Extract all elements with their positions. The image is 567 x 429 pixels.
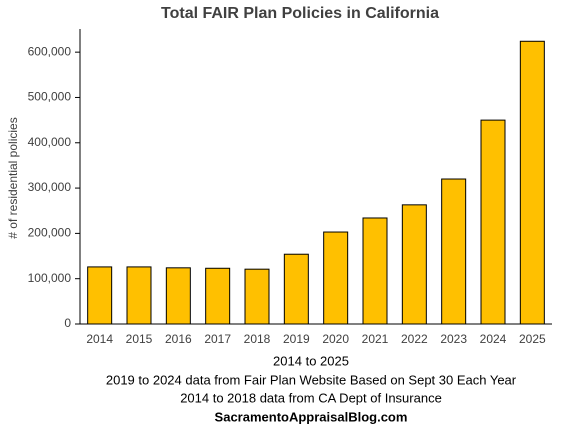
bar xyxy=(401,204,427,325)
x-tick-label: 2018 xyxy=(244,332,271,346)
bar xyxy=(519,40,545,325)
bar xyxy=(244,268,270,325)
bar xyxy=(205,267,231,325)
y-axis-label: # of residential policies xyxy=(6,117,20,238)
y-tick-label: 600,000 xyxy=(28,44,72,58)
y-tick-label: 200,000 xyxy=(28,226,72,240)
bar xyxy=(480,119,506,325)
y-tick-label: 100,000 xyxy=(28,271,72,285)
x-tick-label: 2016 xyxy=(165,332,192,346)
bar xyxy=(323,231,349,325)
x-tick-label: 2015 xyxy=(126,332,153,346)
x-tick-label: 2019 xyxy=(283,332,310,346)
y-tick-label: 500,000 xyxy=(28,90,72,104)
bar xyxy=(87,266,113,325)
x-tick-label: 2023 xyxy=(440,332,467,346)
x-tick-label: 2024 xyxy=(480,332,507,346)
bar xyxy=(441,178,467,325)
y-tick-label: 300,000 xyxy=(28,180,72,194)
x-tick-label: 2022 xyxy=(401,332,428,346)
x-tick-label: 2025 xyxy=(519,332,546,346)
website-note: SacramentoAppraisalBlog.com xyxy=(215,409,408,424)
note: 2014 to 2018 data from CA Dept of Insura… xyxy=(180,390,442,405)
x-tick-label: 2017 xyxy=(204,332,231,346)
note: 2014 to 2025 xyxy=(273,353,349,368)
bar xyxy=(165,267,191,325)
x-tick-label: 2021 xyxy=(362,332,389,346)
x-tick-label: 2014 xyxy=(86,332,113,346)
y-tick-label: 0 xyxy=(64,316,71,330)
x-tick-label: 2020 xyxy=(322,332,349,346)
bar xyxy=(126,266,152,325)
bar xyxy=(283,253,309,325)
chart-title: Total FAIR Plan Policies in California xyxy=(161,5,439,22)
note: 2019 to 2024 data from Fair Plan Website… xyxy=(106,372,517,387)
bar xyxy=(362,217,388,325)
y-tick-label: 400,000 xyxy=(28,135,72,149)
